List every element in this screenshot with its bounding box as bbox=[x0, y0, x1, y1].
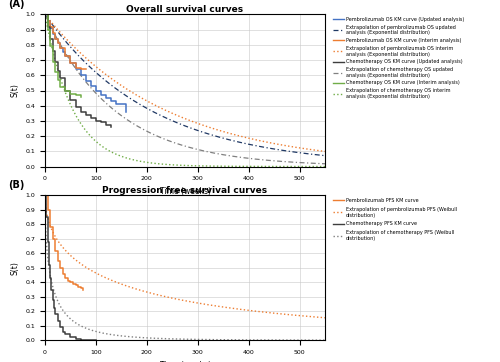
Title: Overall survival curves: Overall survival curves bbox=[126, 5, 244, 14]
Legend: Pembrolizumab PFS KM curve, Extrapolation of pembrolizumab PFS (Weibull
distribu: Pembrolizumab PFS KM curve, Extrapolatio… bbox=[333, 198, 456, 241]
Legend: Pembrolizumab OS KM curve (Updated analysis), Extrapolation of pembrolizumab OS : Pembrolizumab OS KM curve (Updated analy… bbox=[333, 17, 464, 99]
Text: (A): (A) bbox=[8, 0, 25, 9]
X-axis label: Time (weeks): Time (weeks) bbox=[160, 361, 210, 362]
Text: (B): (B) bbox=[8, 180, 25, 190]
Title: Progression free survival curves: Progression free survival curves bbox=[102, 186, 268, 195]
X-axis label: Time (weeks): Time (weeks) bbox=[160, 187, 210, 196]
Y-axis label: S(t): S(t) bbox=[11, 84, 20, 97]
Y-axis label: S(t): S(t) bbox=[11, 261, 20, 275]
